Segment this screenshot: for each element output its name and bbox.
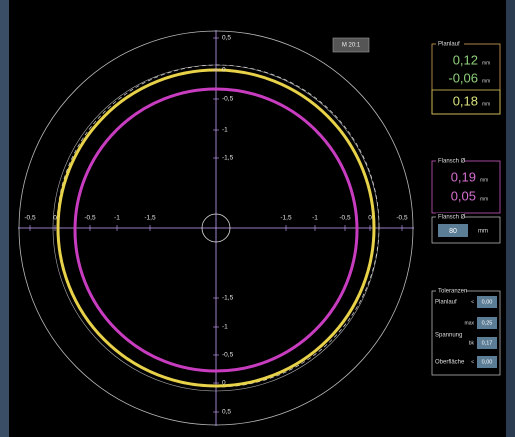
x-axis-label: -0,5 [24, 215, 36, 222]
unit: mm [482, 60, 490, 66]
x-axis-label: -0,5 [84, 215, 96, 222]
title-bg [436, 157, 464, 165]
y-axis-label: 0,5 [222, 409, 231, 416]
y-axis-label: 0 [222, 380, 226, 387]
panel-title: Toleranzen [438, 289, 467, 295]
title-bg [436, 40, 464, 48]
x-axis-label: -0,5 [339, 215, 351, 222]
panel-title: Flansch Ø [438, 159, 466, 165]
panel-title: Flansch Ø [438, 215, 466, 221]
flansch-input-panel [431, 216, 501, 244]
tolerance-value[interactable]: 0,00 [482, 299, 493, 305]
zoom-button[interactable] [332, 37, 370, 53]
flansch-panel [431, 160, 501, 214]
diameter-input[interactable] [438, 224, 468, 237]
y-axis-label: -0,5 [222, 96, 234, 103]
center-circle [201, 213, 231, 243]
x-axis-label: -1 [114, 215, 120, 222]
tolerance-op: max [465, 320, 475, 326]
x-axis-label: -1,5 [280, 215, 292, 222]
title-bg [436, 287, 466, 295]
polar-plot: 0,5 0 -0,5 -1 -1,5 -1,5 -1 -0,5 0 0,5 -0,5 0 -0,5 -1 -… [18, 30, 414, 426]
panel-title: Planlauf [438, 42, 460, 48]
total-box [431, 89, 501, 115]
tolerance-rows: Planlauf <0,00 max 0,25 Spannung bk 0,17 Oberfl… [435, 296, 497, 368]
tolerance-value[interactable]: 0,17 [482, 340, 493, 346]
zoom-label[interactable]: M 20:1 [342, 43, 361, 49]
planlauf-total: 0,18 [453, 93, 478, 108]
unit: mm [480, 196, 488, 202]
flansch-max: 0,19 [451, 169, 476, 184]
tolerance-op: < [471, 299, 474, 305]
tolerance-input[interactable] [477, 296, 497, 308]
x-axis-label: -1 [312, 215, 318, 222]
unit: mm [482, 101, 490, 107]
y-axis-label: -1,5 [222, 295, 234, 302]
flansch-min: 0,05 [451, 188, 476, 203]
y-axis-label: -1 [222, 324, 228, 331]
planlauf-max: 0,12 [453, 52, 478, 67]
unit: mm [478, 229, 488, 235]
tolerance-input[interactable] [477, 356, 497, 368]
y-axis-label: -1 [222, 127, 228, 134]
tolerance-label: Spannung [435, 333, 462, 339]
planlauf-min: -0,06 [448, 70, 478, 85]
tolerance-label: Planlauf [435, 300, 457, 306]
unit: mm [482, 78, 490, 84]
x-axis-label: -1,5 [144, 215, 156, 222]
flansch-trace [73, 87, 359, 373]
x-axis-label: 0 [368, 215, 372, 222]
tolerance-input[interactable] [477, 317, 497, 329]
unit: mm [480, 177, 488, 183]
title-bg [436, 213, 464, 221]
tolerance-value[interactable]: 0,25 [482, 320, 493, 326]
y-axis-label: -0,5 [222, 352, 234, 359]
tolerance-input[interactable] [477, 337, 497, 349]
left-edge [0, 0, 9, 437]
right-edge [506, 0, 515, 437]
x-axis-label: 0 [53, 215, 57, 222]
tolerance-op: < [471, 359, 474, 365]
y-axis-label: 0,5 [222, 35, 231, 42]
y-axis-label: -1,5 [222, 155, 234, 162]
tolerance-op: bk [469, 340, 475, 346]
y-axis-label: 0 [222, 67, 226, 74]
diameter-value[interactable]: 80 [449, 228, 457, 235]
x-axis-label: -0,5 [396, 215, 408, 222]
tolerance-label: Oberfläche [435, 360, 465, 366]
tolerance-value[interactable]: 0,00 [482, 359, 493, 365]
